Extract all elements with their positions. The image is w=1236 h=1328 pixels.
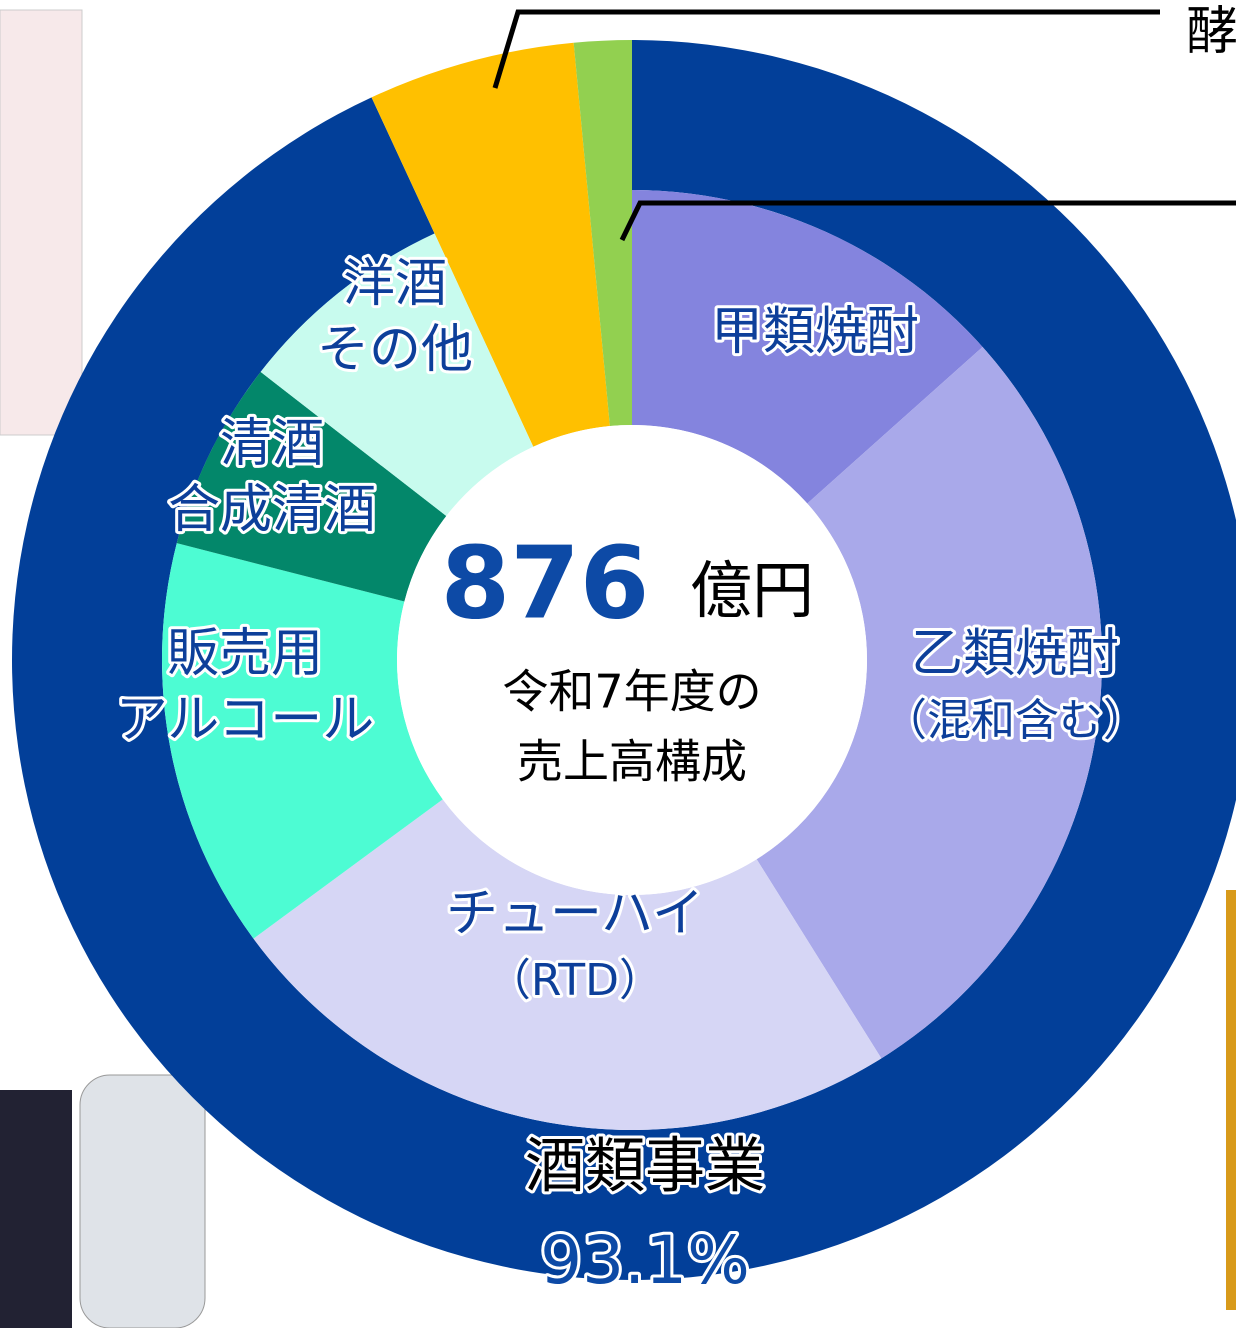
inner-label: 合成清酒: [168, 480, 376, 540]
inner-segment: [253, 799, 882, 1130]
leader-line: [619, 200, 1236, 242]
outer-label: 酵: [1186, 2, 1236, 62]
inner-label: （混和含む）: [883, 695, 1147, 746]
center-line: 令和7年度の: [502, 665, 761, 719]
product-image: [0, 9, 83, 436]
inner-segment: [756, 346, 1102, 1059]
donut-hole: [397, 425, 867, 895]
outer-segment: [573, 40, 632, 427]
inner-label: 販売用: [167, 624, 323, 684]
inner-label: 清酒: [220, 414, 324, 474]
product-image: [79, 1074, 206, 1328]
outer-label: 酒類事業: [525, 1132, 765, 1202]
inner-label: チューハイ: [446, 884, 704, 944]
center-amount: 876: [441, 524, 650, 641]
inner-label: 乙類焼酎: [911, 624, 1119, 684]
product-image: [1226, 890, 1236, 1310]
inner-label: 洋酒: [343, 254, 447, 314]
leader-line: [492, 9, 1160, 89]
outer-value-label: 93.1%: [540, 1222, 750, 1299]
inner-segment: [161, 543, 443, 939]
inner-segment: [260, 233, 534, 516]
inner-label: その他: [317, 320, 473, 380]
inner-label: （RTD）: [487, 955, 663, 1006]
inner-label: 甲類焼酎: [711, 302, 919, 362]
product-images: [0, 9, 1236, 1328]
rings: [12, 40, 1236, 1280]
center-unit: 億円: [690, 554, 814, 627]
center-line: 売上高構成: [517, 735, 747, 789]
inner-segment: [632, 190, 983, 504]
product-image: [0, 1090, 72, 1328]
outer-segment: [371, 42, 610, 447]
inner-segment: [176, 371, 447, 602]
inner-label: アルコール: [116, 690, 374, 750]
